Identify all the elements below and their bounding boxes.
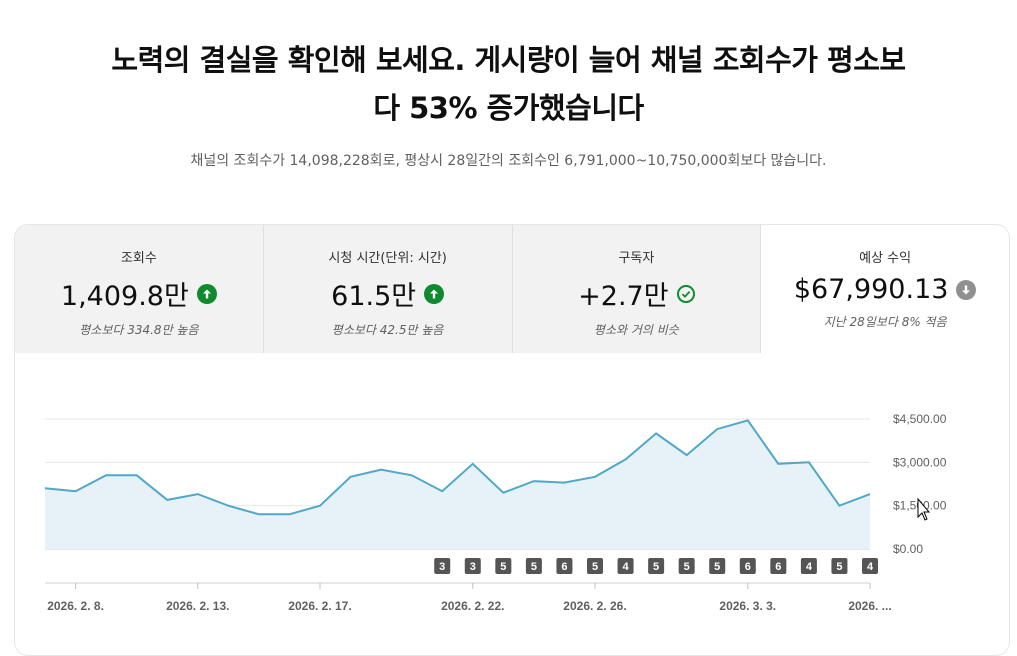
metric-value: 1,409.8만 — [61, 274, 189, 313]
summary-text: 채널의 조회수가 14,098,228회로, 평상시 28일간의 조회수인 6,… — [0, 150, 1017, 170]
arrow-up-circle-icon — [197, 284, 217, 304]
metric-tab-subscribers[interactable]: 구독자 +2.7만 평소와 거의 비슷 — [513, 225, 762, 353]
chart-area — [45, 420, 870, 549]
upload-count-label: 4 — [867, 561, 874, 573]
check-circle-icon — [677, 285, 695, 303]
x-tick-label: 2026. 3. 3. — [719, 599, 776, 613]
headline-line-1: 노력의 결실을 확인해 보세요. 게시량이 늘어 채널 조회수가 평소보 — [40, 36, 977, 84]
arrow-down-circle-icon — [956, 280, 976, 300]
upload-count-label: 5 — [684, 561, 690, 573]
metric-value: $67,990.13 — [794, 274, 949, 305]
metric-note: 지난 28일보다 8% 적음 — [761, 313, 1009, 330]
upload-count-label: 3 — [470, 561, 476, 573]
metric-tab-revenue[interactable]: 예상 수익 $67,990.13 지난 28일보다 8% 적음 — [761, 225, 1009, 353]
x-tick-label: 2026. 2. 26. — [563, 599, 626, 613]
upload-count-label: 6 — [745, 561, 751, 573]
upload-count-label: 4 — [622, 561, 629, 573]
x-tick-label: 2026. 2. 22. — [441, 599, 504, 613]
metric-tab-watch-time[interactable]: 시청 시간(단위: 시간) 61.5만 평소보다 42.5만 높음 — [264, 225, 513, 353]
metric-label: 구독자 — [513, 247, 761, 266]
upload-count-label: 4 — [806, 561, 813, 573]
x-tick-label: 2026. 2. 8. — [47, 599, 104, 613]
metric-tab-views[interactable]: 조회수 1,409.8만 평소보다 334.8만 높음 — [15, 225, 264, 353]
upload-count-label: 6 — [775, 561, 781, 573]
upload-count-label: 5 — [653, 561, 659, 573]
upload-count-label: 5 — [500, 561, 506, 573]
upload-count-label: 5 — [531, 561, 537, 573]
y-tick-label: $4,500.00 — [893, 412, 947, 426]
metric-value: +2.7만 — [578, 274, 668, 313]
upload-count-label: 6 — [561, 561, 567, 573]
metric-label: 시청 시간(단위: 시간) — [264, 247, 512, 266]
metric-tabs: 조회수 1,409.8만 평소보다 334.8만 높음 시청 시간(단위: 시간… — [15, 225, 1009, 353]
analytics-card: 조회수 1,409.8만 평소보다 334.8만 높음 시청 시간(단위: 시간… — [14, 224, 1010, 656]
upload-count-label: 3 — [439, 561, 445, 573]
x-tick-label: 2026. 2. 17. — [288, 599, 351, 613]
x-tick-label: 2026. ... — [848, 599, 891, 613]
upload-count-label: 5 — [714, 561, 720, 573]
metric-value: 61.5만 — [331, 274, 416, 313]
y-tick-label: $0.00 — [893, 542, 923, 556]
metric-note: 평소보다 42.5만 높음 — [264, 321, 512, 338]
revenue-chart[interactable]: $0.00$1,500.00$3,000.00$4,500.0033556545… — [15, 353, 1009, 655]
upload-count-label: 5 — [836, 561, 842, 573]
headline-line-2: 다 53% 증가했습니다 — [40, 84, 977, 132]
metric-label: 조회수 — [15, 247, 263, 266]
upload-count-label: 5 — [592, 561, 598, 573]
y-tick-label: $3,000.00 — [893, 455, 947, 469]
metric-label: 예상 수익 — [761, 247, 1009, 266]
metric-note: 평소와 거의 비슷 — [513, 321, 761, 338]
arrow-up-circle-icon — [424, 284, 444, 304]
headline: 노력의 결실을 확인해 보세요. 게시량이 늘어 채널 조회수가 평소보 다 5… — [40, 36, 977, 132]
x-tick-label: 2026. 2. 13. — [166, 599, 229, 613]
metric-note: 평소보다 334.8만 높음 — [15, 321, 263, 338]
